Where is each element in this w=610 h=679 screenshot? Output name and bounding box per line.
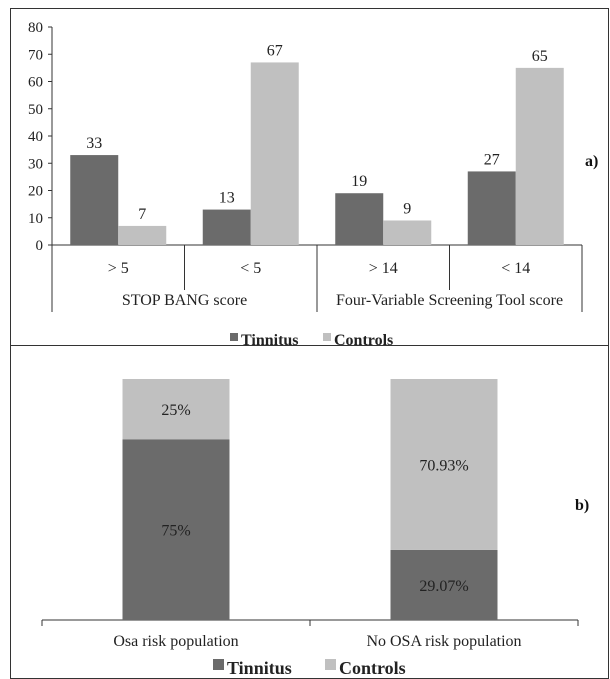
y-tick-label: 70 — [28, 47, 43, 63]
y-tick-label: 30 — [28, 156, 43, 172]
segment-value-label: 70.93% — [419, 457, 468, 474]
legend-swatch-tinnitus — [213, 659, 224, 670]
x-category-label: < 14 — [501, 260, 530, 277]
x-category-label: > 14 — [369, 260, 398, 277]
segment-value-label: 75% — [161, 523, 190, 540]
bar-controls — [118, 225, 167, 245]
stacked-bar-tinnitus — [390, 549, 498, 620]
y-tick-label: 40 — [28, 129, 43, 145]
stacked-bar-tinnitus — [122, 439, 230, 620]
y-tick-label: 50 — [28, 102, 43, 118]
segment-value-label: 29.07% — [419, 578, 468, 595]
stacked-bar-controls — [390, 379, 498, 550]
segment-value-label: 25% — [161, 402, 190, 419]
y-tick-label: 20 — [28, 184, 43, 200]
bar-tinnitus — [202, 209, 251, 245]
legend-label: Tinnitus — [241, 332, 299, 349]
bar-value-label: 65 — [532, 48, 548, 65]
bar-controls — [515, 67, 564, 245]
y-tick-label: 60 — [28, 75, 43, 91]
bar-tinnitus — [467, 171, 516, 245]
stacked-bar-controls — [122, 379, 230, 440]
legend-swatch-tinnitus — [230, 333, 238, 341]
panel-label: b) — [575, 497, 589, 514]
chart-a: 0 10 20 30 40 50 60 70 80 33 7 > 5 13 67 < 5 19 9 > 14 27 6… — [28, 20, 598, 349]
legend-label: Controls — [339, 658, 406, 678]
bar-tinnitus — [335, 193, 384, 245]
legend-label: Controls — [334, 332, 393, 349]
bar-value-label: 7 — [138, 206, 146, 223]
x-group-label: STOP BANG score — [122, 292, 247, 309]
chart-b: 75% 25% Osa risk population 29.07% 70.93% No … — [41, 379, 589, 678]
legend-swatch-controls — [325, 659, 336, 670]
panel-b-frame — [10, 345, 609, 679]
x-category-label: < 5 — [240, 260, 261, 277]
x-category-label: Osa risk population — [113, 633, 238, 650]
y-tick-label: 10 — [28, 211, 43, 227]
bar-value-label: 9 — [403, 200, 411, 217]
bar-tinnitus — [70, 155, 119, 245]
bar-controls — [383, 220, 432, 245]
bar-value-label: 67 — [267, 42, 283, 59]
legend-swatch-controls — [323, 333, 331, 341]
y-tick-label: 80 — [28, 20, 43, 36]
bar-value-label: 13 — [219, 190, 235, 207]
bar-value-label: 19 — [351, 173, 367, 190]
legend-label: Tinnitus — [227, 658, 292, 678]
x-category-label: No OSA risk population — [366, 633, 521, 650]
y-tick-label: 0 — [36, 238, 44, 254]
x-category-label: > 5 — [108, 260, 129, 277]
bar-value-label: 27 — [484, 151, 500, 168]
x-group-label: Four-Variable Screening Tool score — [336, 292, 563, 309]
bar-controls — [250, 62, 299, 245]
panel-label: a) — [585, 153, 598, 170]
bar-value-label: 33 — [86, 135, 102, 152]
